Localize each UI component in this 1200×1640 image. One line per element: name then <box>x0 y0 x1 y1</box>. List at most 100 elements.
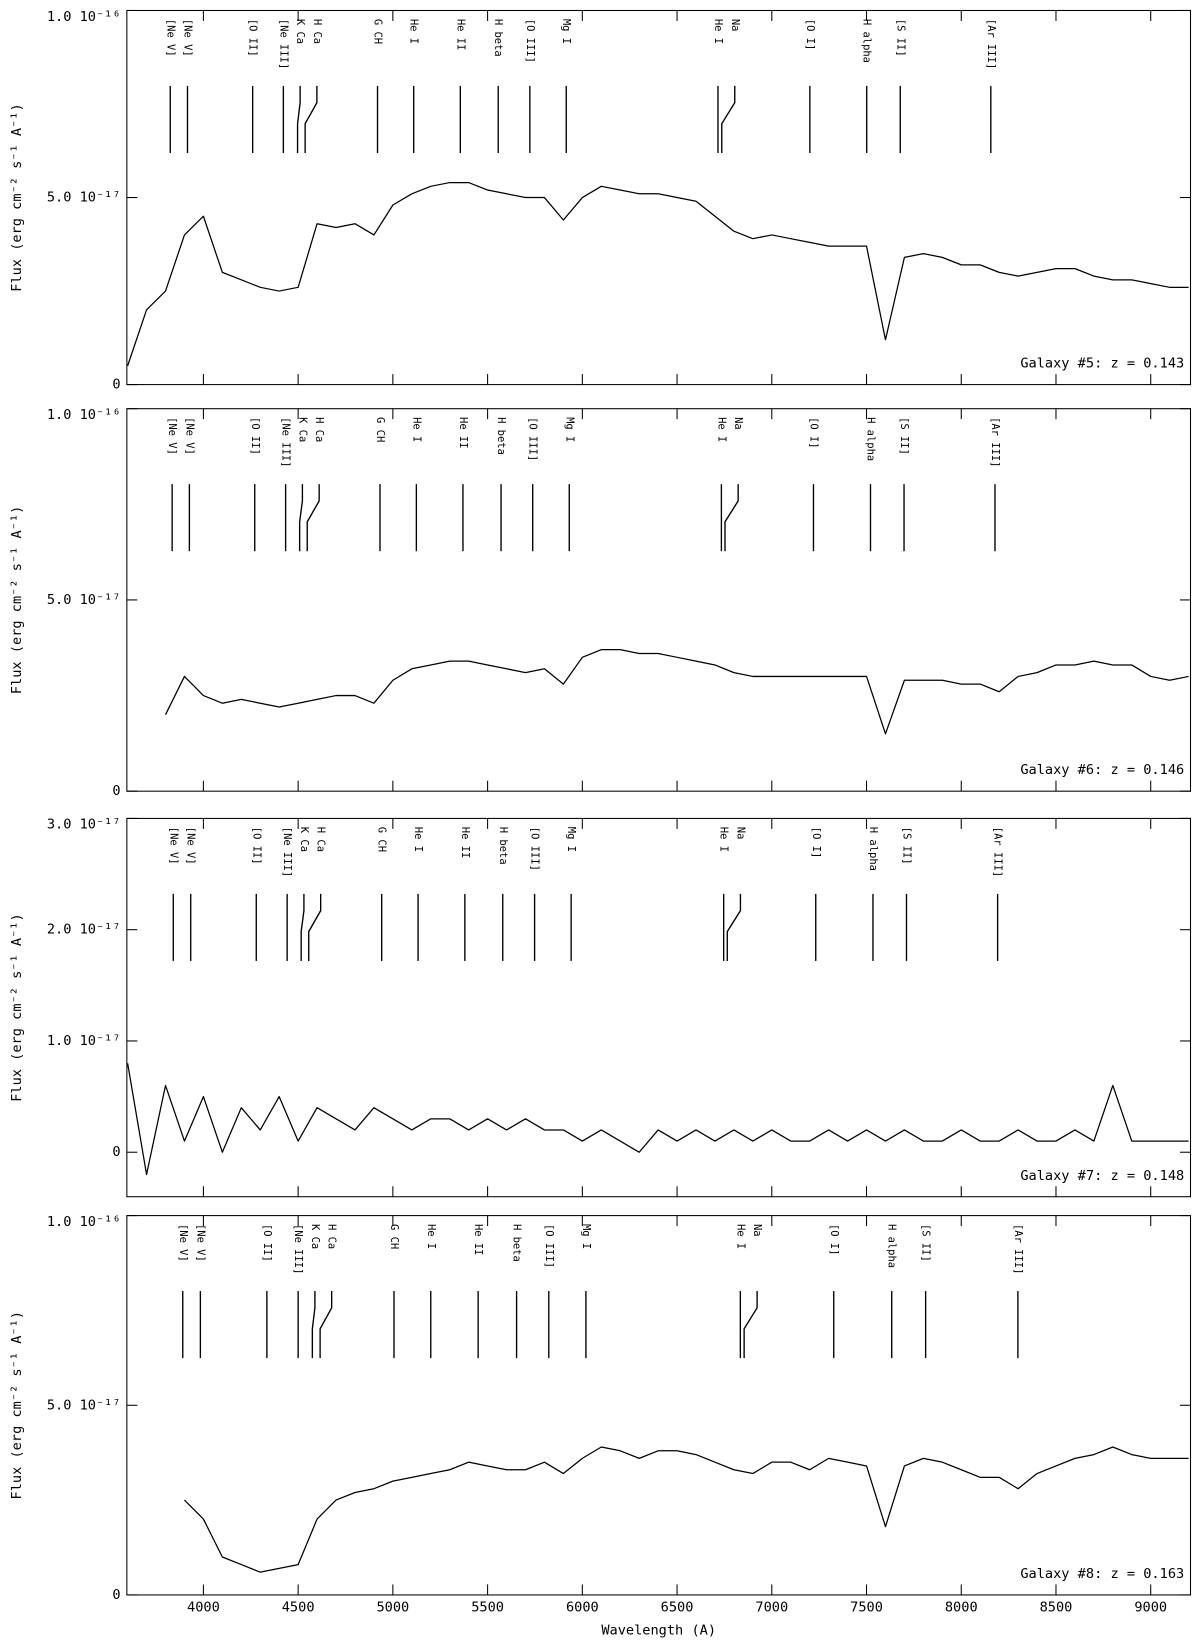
line-marker-label: H alpha <box>886 1224 898 1268</box>
y-tick-label: 5.0 10⁻¹⁷ <box>47 190 121 206</box>
spectrum-line <box>127 181 1189 367</box>
y-axis-label: Flux (erg cm⁻² s⁻¹ A⁻¹) <box>9 103 25 291</box>
line-marker-label: H Ca <box>311 19 323 44</box>
line-marker-label: [Ne III] <box>280 417 292 467</box>
line-marker-label: K Ca <box>298 827 310 852</box>
line-marker-label: [Ar III] <box>992 827 1004 877</box>
y-tick-label: 3.0 10⁻¹⁷ <box>47 817 121 833</box>
line-marker-label: Na <box>732 417 744 430</box>
line-marker-label: K Ca <box>294 19 306 44</box>
line-marker-label: H alpha <box>867 827 879 871</box>
x-tick-label: 7000 <box>755 1600 788 1616</box>
line-marker-label: [O III] <box>527 417 539 461</box>
line-marker-label: He I <box>425 1224 437 1249</box>
line-marker-label: G CH <box>388 1224 400 1249</box>
line-marker-label: He I <box>715 417 727 442</box>
line-marker-label: He I <box>734 1224 746 1249</box>
line-marker-label: [Ne V] <box>183 417 195 455</box>
x-tick-label: 8500 <box>1040 1600 1073 1616</box>
y-axis-label: Flux (erg cm⁻² s⁻¹ A⁻¹) <box>9 506 25 694</box>
line-marker-label: G CH <box>376 827 388 852</box>
line-marker-label: [O I] <box>828 1224 840 1256</box>
line-marker <box>308 893 322 961</box>
line-marker-label: He II <box>472 1224 484 1256</box>
line-marker-label: H beta <box>495 417 507 455</box>
line-marker-label: [S II] <box>898 417 910 455</box>
line-marker-label: H beta <box>511 1224 523 1262</box>
line-marker-label: [O II] <box>250 827 262 865</box>
line-marker <box>304 85 318 153</box>
galaxy-annotation: Galaxy #7: z = 0.148 <box>1020 1168 1184 1184</box>
line-marker-label: H beta <box>492 19 504 57</box>
line-marker-label: [O III] <box>524 19 536 63</box>
line-marker-label: [O II] <box>247 19 259 57</box>
line-marker-label: H Ca <box>315 827 327 852</box>
line-marker-label: He I <box>412 827 424 852</box>
line-marker-label: [Ne V] <box>194 1224 206 1262</box>
line-marker <box>296 85 301 153</box>
line-marker <box>724 484 739 552</box>
y-tick-label: 1.0 10⁻¹⁶ <box>47 9 121 25</box>
line-marker-label: [O I] <box>804 19 816 51</box>
line-marker-label: He II <box>454 19 466 51</box>
line-marker <box>306 484 320 552</box>
line-marker-label: [Ne V] <box>164 19 176 57</box>
line-marker-label: [O II] <box>261 1224 273 1262</box>
spectrum-line <box>126 1063 1189 1176</box>
y-axis-label: Flux (erg cm⁻² s⁻¹ A⁻¹) <box>9 913 25 1101</box>
galaxy-annotation: Galaxy #5: z = 0.143 <box>1020 356 1184 372</box>
x-tick-label: 4500 <box>282 1600 315 1616</box>
x-axis-label: Wavelength (A) <box>601 1623 716 1639</box>
x-tick-label: 8000 <box>945 1600 978 1616</box>
line-marker-label: He II <box>459 827 471 859</box>
line-marker-label: Mg I <box>560 19 572 44</box>
line-marker-label: [Ne V] <box>185 827 197 865</box>
line-marker-label: [S II] <box>894 19 906 57</box>
line-marker-label: H beta <box>497 827 509 865</box>
line-marker-label: [Ne V] <box>181 19 193 57</box>
line-marker <box>300 893 305 961</box>
y-tick-label: 1.0 10⁻¹⁶ <box>47 407 121 423</box>
y-tick-label: 5.0 10⁻¹⁷ <box>47 592 121 608</box>
line-marker-label: Mg I <box>565 827 577 852</box>
line-marker-label: [S II] <box>920 1224 932 1262</box>
line-marker-label: He I <box>410 417 422 442</box>
plot-frame <box>126 817 1192 1198</box>
line-marker-label: [O I] <box>810 827 822 859</box>
line-marker-label: [Ne V] <box>167 827 179 865</box>
line-marker-label: Na <box>751 1224 763 1237</box>
line-marker-label: [O I] <box>807 417 819 449</box>
line-marker-label: K Ca <box>296 417 308 442</box>
line-marker <box>743 1291 758 1359</box>
x-tick-label: 7500 <box>850 1600 883 1616</box>
spectrum-line <box>164 649 1189 735</box>
line-marker-label: Mg I <box>580 1224 592 1249</box>
x-tick-label: 6000 <box>566 1600 599 1616</box>
line-marker-label: G CH <box>372 19 384 44</box>
y-tick-label: 0 <box>112 783 120 799</box>
y-tick-label: 1.0 10⁻¹⁷ <box>47 1033 121 1049</box>
line-marker-label: [Ar III] <box>985 19 997 69</box>
line-marker-label: [Ne III] <box>281 827 293 877</box>
galaxy-annotation: Galaxy #6: z = 0.146 <box>1020 762 1184 778</box>
spectrum-line <box>184 1446 1189 1573</box>
line-marker-label: [O II] <box>249 417 261 455</box>
line-marker-label: K Ca <box>309 1224 321 1249</box>
line-marker-label: H Ca <box>313 417 325 442</box>
line-marker-label: He II <box>457 417 469 449</box>
x-tick-label: 5500 <box>471 1600 504 1616</box>
x-tick-label: 4000 <box>187 1600 220 1616</box>
x-tick-label: 5000 <box>376 1600 409 1616</box>
x-tick-label: 6500 <box>661 1600 694 1616</box>
line-marker-label: H alpha <box>865 417 877 461</box>
line-marker-label: He I <box>408 19 420 44</box>
y-tick-label: 1.0 10⁻¹⁶ <box>47 1214 121 1230</box>
line-marker <box>319 1291 333 1359</box>
line-marker-label: [O III] <box>529 827 541 871</box>
line-marker-label: [O III] <box>543 1224 555 1268</box>
y-axis-label: Flux (erg cm⁻² s⁻¹ A⁻¹) <box>9 1311 25 1499</box>
line-marker-label: H alpha <box>861 19 873 63</box>
line-marker-label: H Ca <box>326 1224 338 1249</box>
line-marker-label: He I <box>718 827 730 852</box>
